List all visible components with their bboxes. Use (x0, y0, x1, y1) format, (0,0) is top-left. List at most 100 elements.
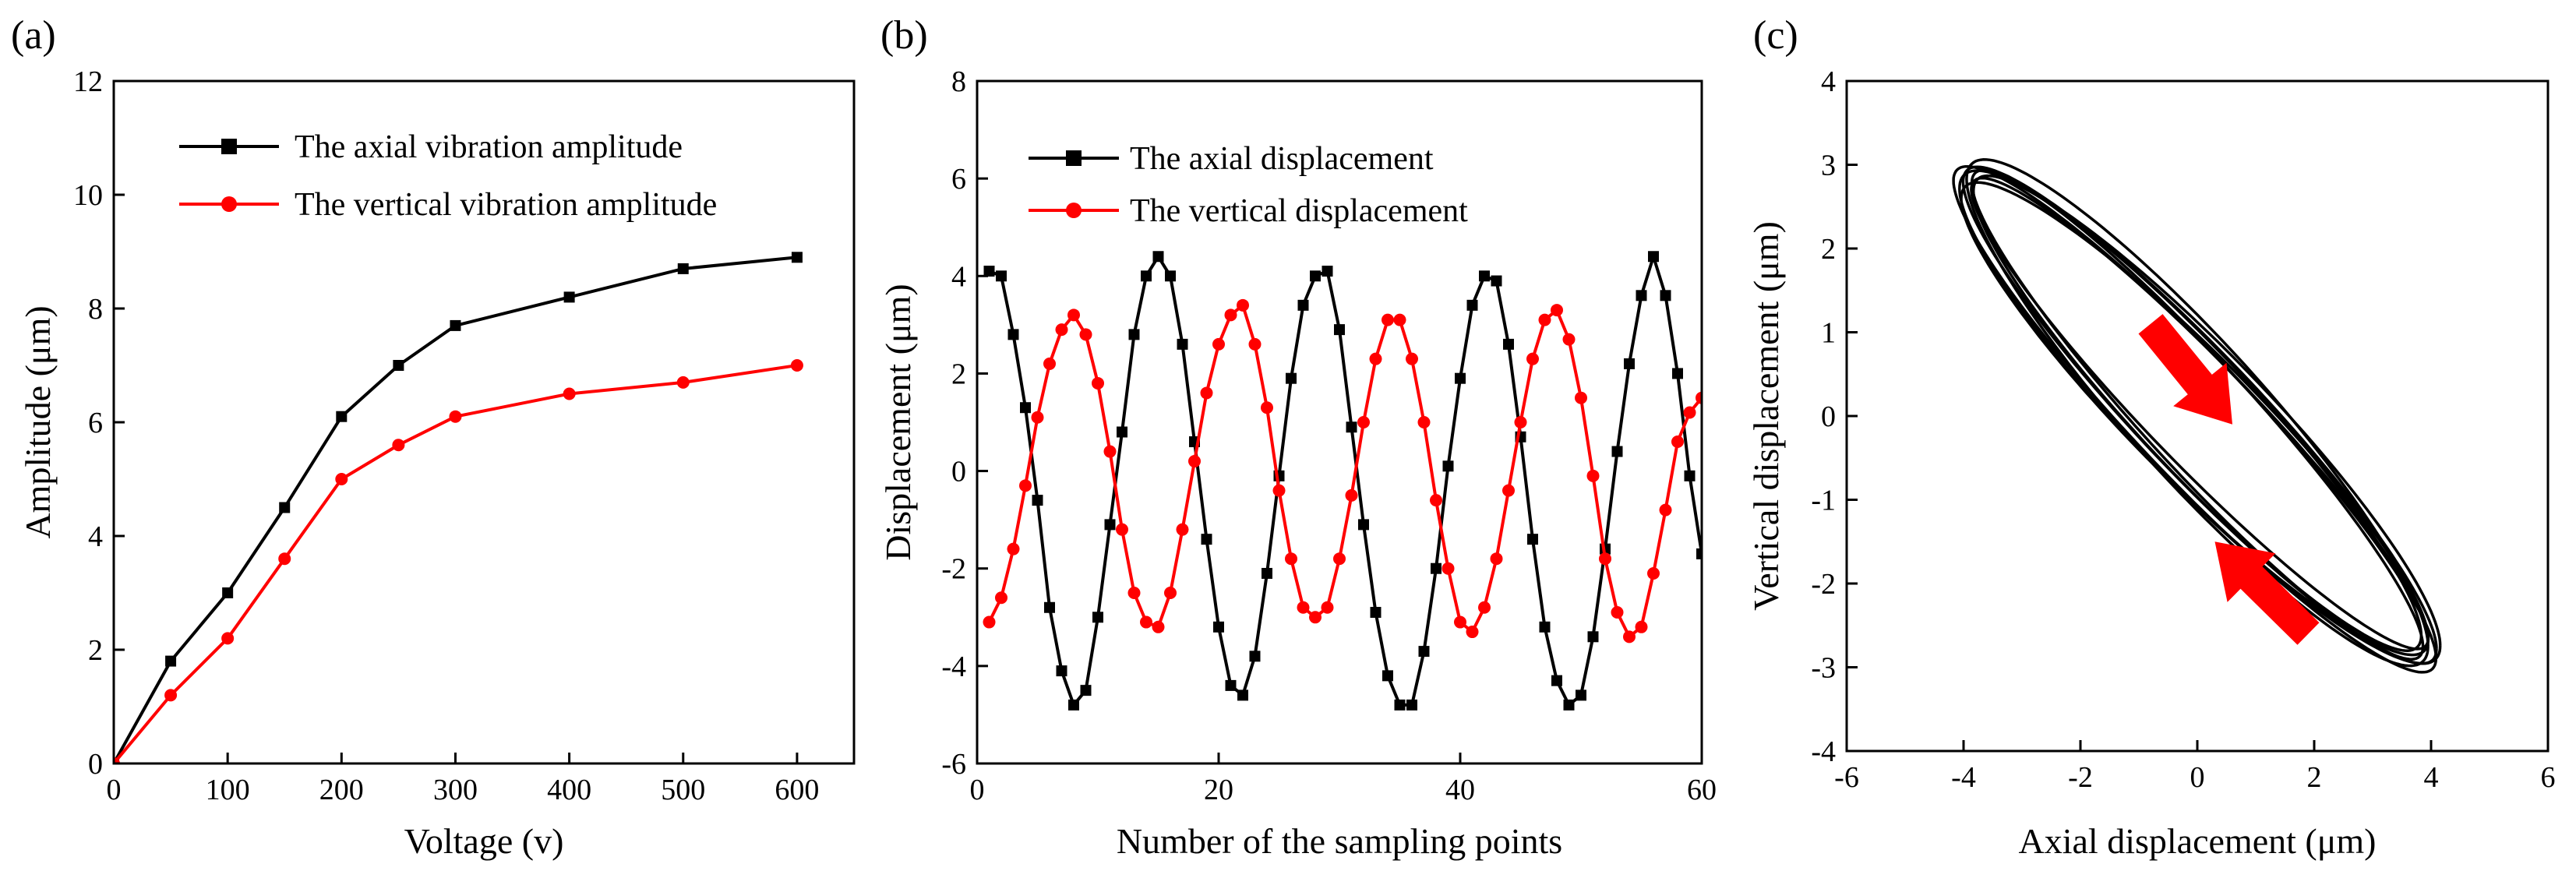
panel-c-trajectory-loop (1958, 169, 2442, 665)
panel-a-xtick-label: 500 (661, 774, 705, 806)
panel-b-series-vertical-point (1514, 416, 1527, 428)
panel-a-xtick-label: 600 (775, 774, 819, 806)
panel-c-direction-arrow-down-right (2138, 314, 2232, 425)
panel-b-series-axial-point (1262, 567, 1272, 579)
panel-b-series-vertical-point (1285, 552, 1297, 566)
panel-b-series-vertical-point (1321, 601, 1334, 614)
legend-a-vertical-marker (221, 196, 237, 212)
panel-b-series-axial-point (1527, 534, 1538, 545)
panel-c-label: (c) (1753, 13, 1798, 58)
panel-b-series-vertical-point (1116, 523, 1128, 536)
panel-a-ytick-label: 4 (88, 520, 103, 553)
panel-b-series-vertical-point (1417, 416, 1431, 428)
panel-c-xtick-label: -6 (1834, 761, 1859, 794)
panel-a-ytick-label: 0 (88, 748, 103, 781)
panel-a-series-axial-point (279, 502, 291, 513)
panel-b-series-axial-point (1539, 621, 1551, 633)
panel-b-series-vertical-point (1272, 484, 1286, 497)
panel-b-xtick-label: 60 (1687, 774, 1717, 806)
panel-b-series-vertical-point (1345, 488, 1358, 502)
panel-c-series (1952, 158, 2442, 674)
legend-a-axial-marker (221, 139, 237, 154)
panel-b-series-vertical-point (1067, 309, 1080, 322)
panel-b-series-vertical-point (1599, 552, 1611, 566)
panel-b-series-vertical-point (1140, 615, 1152, 629)
panel-a-series-vertical-point (449, 410, 462, 423)
panel-a-series-vertical-point (114, 757, 120, 763)
panel-a: (a) 0 100 200 300 400 500 600 0 2 4 6 8 10 12 The axi… (11, 13, 856, 861)
panel-b-series-vertical-point (1212, 337, 1225, 351)
panel-a-series-vertical-line (114, 364, 798, 763)
panel-b-series-vertical-point (1369, 352, 1382, 365)
panel-b-series-vertical-point (1647, 566, 1660, 580)
panel-b-frame (976, 79, 1703, 765)
panel-a-label: (a) (11, 13, 56, 58)
panel-c-trajectory-loop (1970, 176, 2430, 651)
panel-c-trajectory-loop (1961, 165, 2438, 665)
panel-b-xtick-label: 0 (970, 774, 985, 806)
panel-a-xtick-label: 300 (433, 774, 478, 806)
panel-c-xtick-label: 6 (2541, 761, 2556, 794)
panel-b-series-axial-point (1491, 275, 1502, 287)
panel-c-ytick-label: 3 (1821, 150, 1836, 182)
panel-b-series-vertical-point (1092, 376, 1104, 390)
panel-a-xtick-label: 400 (547, 774, 591, 806)
panel-b-series-axial-point (1141, 270, 1152, 282)
panel-b-series-vertical-point (995, 591, 1007, 605)
panel-a-series-axial-point (393, 360, 404, 371)
panel-c-frame (1845, 79, 2550, 753)
panel-b-series-vertical-point (1623, 630, 1636, 644)
panel-a-series-vertical-point (563, 387, 576, 400)
panel-b-series-vertical-point (1466, 626, 1479, 639)
panel-b-series-vertical-point (1393, 313, 1406, 326)
panel-b-series (983, 251, 1702, 711)
panel-a-series-vertical-point (164, 689, 178, 702)
panel-b-series-axial-point (1382, 670, 1393, 682)
panel-b-series-axial-point (1044, 601, 1055, 613)
panel-b-ticks: 0 20 40 60 -6 -4 -2 0 2 4 6 8 (941, 65, 1717, 806)
panel-b-series-axial-point (1503, 338, 1514, 350)
panel-c-ytick-label: -1 (1811, 485, 1836, 517)
legend-b-vertical-marker (1066, 203, 1082, 218)
panel-b-series-axial-point (1056, 665, 1067, 677)
panel-c-ytick-label: 1 (1821, 317, 1836, 350)
panel-b-series-axial-point (1660, 290, 1671, 301)
panel-b-series-vertical-point (1127, 587, 1141, 599)
panel-b-ytick-label: -6 (941, 748, 966, 781)
legend-b-axial-label: The axial displacement (1130, 141, 1434, 177)
panel-a-series-axial-point (563, 291, 575, 303)
panel-b-series-axial-point (1092, 612, 1103, 623)
panel-b-series-vertical-point (1635, 620, 1648, 633)
panel-b: (b) 0 20 40 60 -6 -4 -2 0 2 4 6 8 The axial displac… (878, 13, 1717, 861)
panel-a-series-axial-point (165, 655, 177, 667)
panel-b-series-axial-point (1032, 495, 1043, 506)
panel-b-legend: The axial displacement The vertical disp… (1029, 141, 1468, 229)
panel-b-series-vertical-point (1031, 411, 1044, 424)
panel-b-series-axial-point (1431, 562, 1442, 574)
panel-b-series-axial-point (1696, 548, 1702, 559)
panel-b-series-axial-point (1563, 699, 1575, 711)
panel-b-plot-area (983, 251, 1702, 711)
panel-b-series-axial-point (1370, 607, 1382, 619)
panel-b-series-axial-point (1455, 372, 1466, 384)
panel-b-ytick-label: -2 (941, 553, 966, 586)
panel-b-series-vertical-point (1188, 455, 1201, 468)
panel-b-series-axial-point (1418, 646, 1430, 658)
panel-a-ytick-label: 10 (73, 179, 103, 212)
panel-a-series-axial-point (791, 252, 803, 263)
panel-a-ylabel: Amplitude (μm) (18, 305, 58, 538)
panel-a-series-axial-point (336, 411, 348, 422)
panel-a-plot-area (114, 252, 803, 763)
panel-b-series-axial-point (1636, 290, 1647, 301)
panel-b-series-vertical-point (1490, 552, 1503, 566)
panel-a-xtick-label: 200 (319, 774, 364, 806)
panel-b-series-vertical-point (1055, 323, 1068, 337)
panel-b-series-vertical-point (1007, 542, 1020, 555)
panel-b-series-vertical-point (1454, 615, 1466, 629)
panel-a-series-axial-point (450, 319, 461, 331)
panel-b-series-vertical-point (1575, 391, 1587, 404)
panel-a-xlabel: Voltage (v) (404, 821, 564, 861)
panel-b-series-axial-point (1225, 679, 1237, 691)
